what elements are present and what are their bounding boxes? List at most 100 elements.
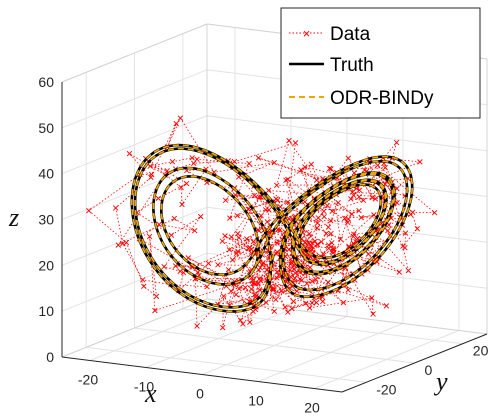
data-point [345, 155, 352, 161]
data-point [252, 291, 258, 298]
data-point [330, 246, 337, 253]
data-point [178, 184, 184, 191]
data-point [263, 299, 269, 306]
data-point [271, 286, 277, 293]
data-point [183, 180, 190, 187]
data-point [417, 159, 423, 165]
data-point [345, 287, 351, 293]
data-point [297, 276, 303, 282]
data-point [324, 202, 331, 209]
data-point [385, 227, 391, 234]
x-axis-label: x [144, 379, 157, 408]
data-point [273, 182, 280, 189]
data-point [289, 305, 295, 312]
data-point [414, 225, 421, 232]
data-point [278, 288, 285, 294]
data-point [340, 299, 347, 306]
data-point [329, 208, 335, 215]
z-tick-label: 30 [38, 212, 54, 228]
data-point [191, 227, 198, 234]
data-point [369, 295, 375, 301]
data-point [194, 156, 200, 163]
side-grid-line [61, 206, 208, 266]
data-point [402, 230, 409, 236]
data-point [325, 279, 331, 286]
legend-odr-label: ODR-BINDy [330, 88, 434, 109]
data-markers [86, 115, 438, 331]
data-point [396, 269, 403, 275]
data-point [243, 236, 250, 242]
data-point [274, 197, 281, 203]
data-point [222, 233, 228, 239]
side-grid-line [61, 115, 208, 175]
data-point [282, 304, 288, 310]
data-point [337, 236, 344, 242]
data-point [215, 262, 221, 268]
data-point [251, 192, 258, 199]
data-point [314, 220, 321, 226]
data-point [369, 194, 375, 201]
data-point [356, 187, 363, 193]
data-point [314, 241, 321, 248]
data-point [228, 234, 235, 240]
odr-bindy-line [130, 144, 414, 313]
data-point [152, 307, 158, 314]
x-tick-label: -20 [78, 372, 98, 388]
data-point [292, 270, 299, 276]
data-point [306, 305, 313, 311]
data-point [327, 217, 334, 224]
data-point [274, 240, 280, 246]
legend-entry-truth: Truth [289, 55, 374, 76]
data-point [302, 164, 308, 170]
data-point [313, 299, 320, 306]
data-point [358, 214, 364, 221]
data-point [309, 300, 315, 306]
data-point [323, 230, 329, 237]
data-point [393, 139, 400, 146]
data-point [172, 263, 179, 269]
data-point [161, 263, 167, 270]
data-point [264, 219, 271, 225]
data-point [382, 164, 388, 171]
data-point [372, 196, 379, 202]
data-point [204, 283, 210, 290]
box-edge [61, 23, 208, 83]
z-tick-label: 60 [38, 74, 54, 90]
y-tick-label: 0 [425, 362, 433, 378]
side-grid-line [61, 161, 208, 220]
data-point [156, 221, 162, 228]
data-point [256, 276, 263, 282]
data-point [314, 225, 320, 231]
data-point [318, 239, 325, 245]
data-point [394, 200, 400, 206]
z-tick-label: 10 [38, 303, 54, 319]
data-point [321, 213, 327, 220]
y-tick-label: 20 [473, 343, 489, 359]
data-point [360, 197, 367, 204]
data-point [285, 176, 291, 183]
data-point [287, 267, 293, 273]
legend-data-label: Data [330, 24, 371, 45]
data-point [309, 278, 315, 285]
data-point [189, 155, 195, 161]
side-grid-line [61, 252, 208, 312]
z-tick-label: 20 [38, 257, 54, 273]
box-edge [61, 298, 208, 358]
floor-grid-line [182, 308, 463, 345]
data-point [246, 160, 252, 167]
data-point [234, 212, 241, 219]
data-point [306, 240, 312, 247]
data-point [313, 276, 319, 283]
data-point [220, 293, 227, 299]
data-point [231, 158, 238, 165]
data-point [229, 257, 236, 263]
grid-lines [61, 23, 488, 389]
data-point [250, 238, 257, 245]
data-point [242, 284, 249, 291]
data-point [409, 209, 416, 216]
z-tick-label: 50 [38, 120, 54, 136]
data-point [348, 196, 354, 202]
data-point [286, 137, 292, 144]
data-point [350, 192, 357, 199]
data-point [233, 291, 239, 298]
